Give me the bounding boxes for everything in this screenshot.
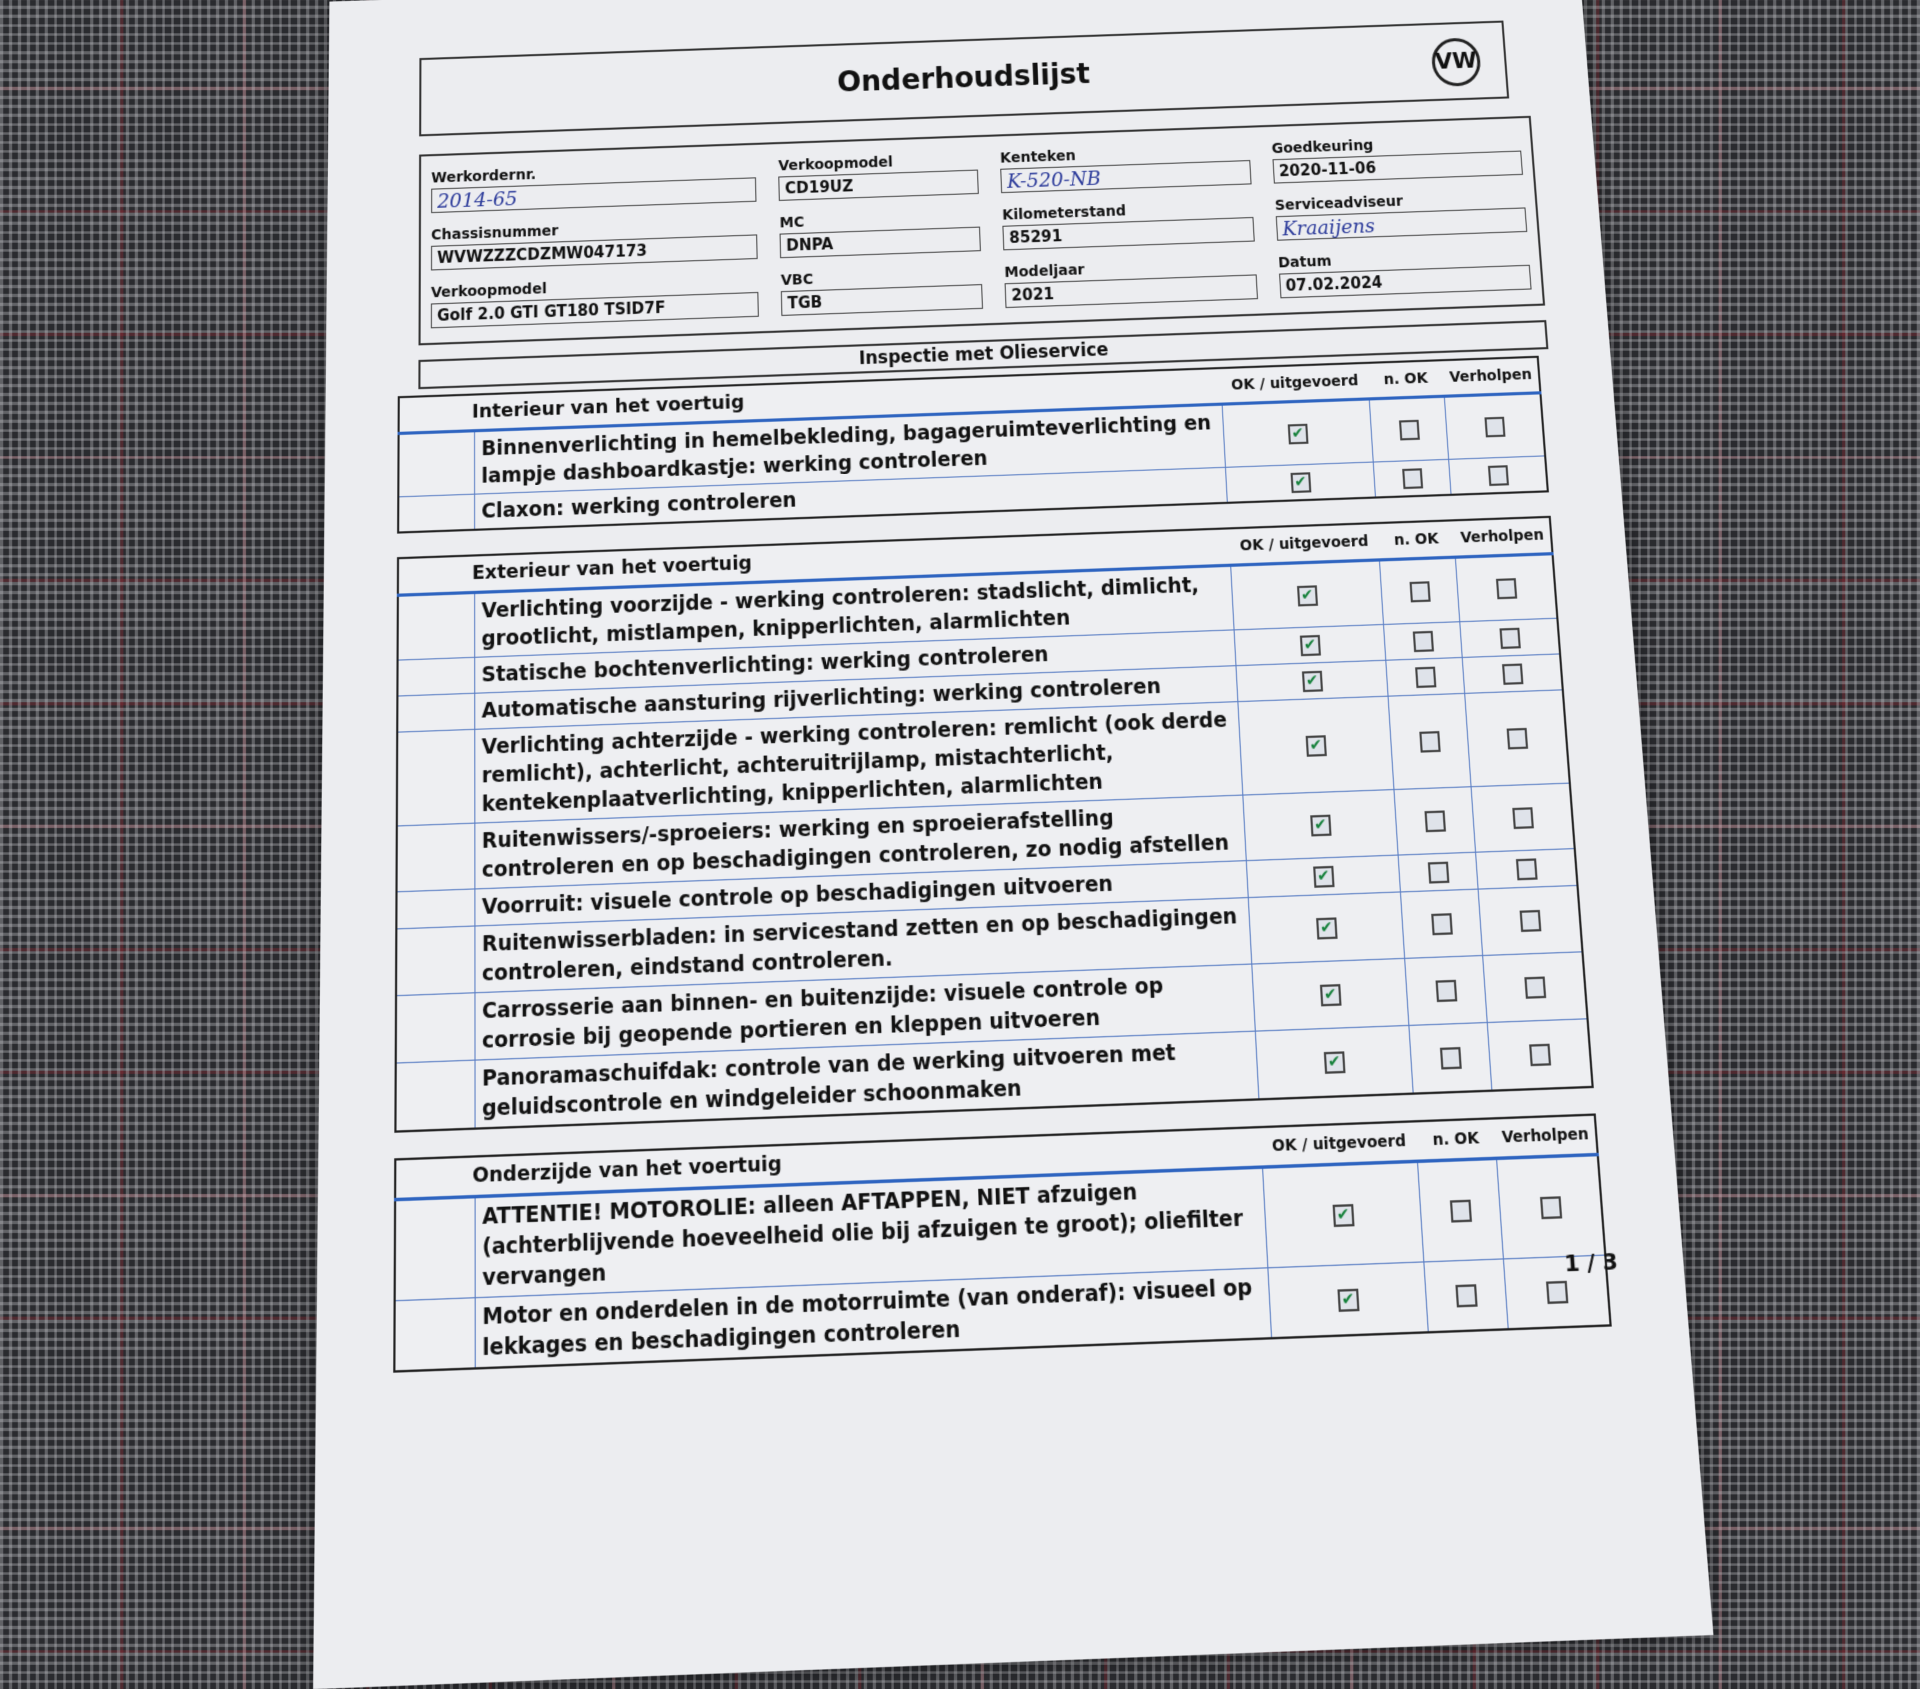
empty-checkbox[interactable] xyxy=(1487,465,1509,487)
document-title: Onderhoudslijst xyxy=(836,56,1091,99)
checklist-groups: Interieur van het voertuig OK / uitgevoer… xyxy=(371,355,1633,1374)
empty-checkbox[interactable] xyxy=(1439,1047,1462,1070)
empty-checkbox[interactable] xyxy=(1523,976,1546,999)
checked-checkbox[interactable]: ✔ xyxy=(1299,634,1321,657)
col-nok: n. OK xyxy=(1415,1118,1497,1162)
maintenance-checklist-paper: Onderhoudslijst VW Werkordernr. 2014-65 Ve… xyxy=(313,0,1714,1689)
empty-checkbox[interactable] xyxy=(1424,810,1446,833)
empty-checkbox[interactable] xyxy=(1427,861,1450,884)
empty-checkbox[interactable] xyxy=(1511,807,1534,830)
empty-checkbox[interactable] xyxy=(1528,1043,1551,1067)
empty-checkbox[interactable] xyxy=(1501,663,1523,685)
empty-checkbox[interactable] xyxy=(1455,1284,1478,1308)
field-verkoopmodel: Verkoopmodel CD19UZ xyxy=(778,151,980,201)
checked-checkbox[interactable]: ✔ xyxy=(1315,917,1338,940)
col-nok: n. OK xyxy=(1367,360,1445,399)
empty-checkbox[interactable] xyxy=(1519,909,1541,933)
empty-checkbox[interactable] xyxy=(1435,979,1457,1003)
field-verkoopmodel: Verkoopmodel Golf 2.0 GTI GT180 TSID7F xyxy=(430,273,760,329)
field-modeljaar: Modeljaar 2021 xyxy=(1004,256,1258,309)
checked-checkbox[interactable]: ✔ xyxy=(1312,865,1335,888)
empty-checkbox[interactable] xyxy=(1414,666,1437,689)
checked-checkbox[interactable]: ✔ xyxy=(1323,1051,1346,1074)
checked-checkbox[interactable]: ✔ xyxy=(1309,814,1332,837)
empty-checkbox[interactable] xyxy=(1430,913,1453,936)
field-werkordernr: Werkordernr. 2014-65 xyxy=(431,159,757,214)
title-box: Onderhoudslijst VW xyxy=(419,20,1510,137)
col-fixed: Verholpen xyxy=(1452,516,1553,558)
empty-checkbox[interactable] xyxy=(1495,578,1517,600)
field-datum: Datum 07.02.2024 xyxy=(1278,246,1532,299)
checked-checkbox[interactable]: ✔ xyxy=(1319,984,1342,1007)
checked-checkbox[interactable]: ✔ xyxy=(1305,735,1327,757)
empty-checkbox[interactable] xyxy=(1545,1280,1568,1305)
checked-checkbox[interactable]: ✔ xyxy=(1301,670,1323,693)
field-mc: MC DNPA xyxy=(779,208,982,259)
checked-checkbox[interactable]: ✔ xyxy=(1290,472,1311,494)
empty-checkbox[interactable] xyxy=(1539,1196,1562,1220)
field-kenteken: Kenteken K-520-NB xyxy=(1000,142,1252,194)
empty-checkbox[interactable] xyxy=(1515,858,1538,881)
col-ok: OK / uitgevoerd xyxy=(1220,362,1370,405)
empty-checkbox[interactable] xyxy=(1401,468,1423,490)
empty-checkbox[interactable] xyxy=(1398,419,1420,441)
checked-checkbox[interactable]: ✔ xyxy=(1337,1288,1360,1312)
col-ok: OK / uitgevoerd xyxy=(1228,523,1380,566)
checklist-group: Onderzijde van het voertuig OK / uitgevoe… xyxy=(393,1113,1612,1373)
empty-checkbox[interactable] xyxy=(1449,1199,1472,1223)
vehicle-fields: Werkordernr. 2014-65 Verkoopmodel CD19UZ Ken… xyxy=(418,115,1546,346)
checked-checkbox[interactable]: ✔ xyxy=(1296,585,1318,607)
empty-checkbox[interactable] xyxy=(1409,581,1431,603)
field-value: CD19UZ xyxy=(778,169,980,201)
empty-checkbox[interactable] xyxy=(1412,630,1434,653)
field-value: TGB xyxy=(781,284,984,316)
field-kilometerstand: Kilometerstand 85291 xyxy=(1002,199,1255,251)
col-ok: OK / uitgevoerd xyxy=(1260,1121,1418,1168)
empty-checkbox[interactable] xyxy=(1499,627,1521,650)
empty-checkbox[interactable] xyxy=(1484,416,1506,438)
checklist-group: Exterieur van het voertuig OK / uitgevoer… xyxy=(394,515,1594,1133)
col-fixed: Verholpen xyxy=(1441,356,1541,397)
field-chassisnummer: Chassisnummer WVWZZZCDZMW047173 xyxy=(431,216,758,271)
field-vbc: VBC TGB xyxy=(781,266,984,316)
checked-checkbox[interactable]: ✔ xyxy=(1332,1204,1355,1228)
field-goedkeuring: Goedkeuring 2020-11-06 xyxy=(1271,132,1523,184)
field-value: DNPA xyxy=(779,226,982,259)
col-nok: n. OK xyxy=(1377,520,1456,560)
empty-checkbox[interactable] xyxy=(1418,731,1441,753)
field-serviceadviseur: Serviceadviseur Kraaijens xyxy=(1274,189,1528,241)
empty-checkbox[interactable] xyxy=(1506,727,1528,750)
col-fixed: Verholpen xyxy=(1493,1114,1598,1159)
checked-checkbox[interactable]: ✔ xyxy=(1287,423,1309,445)
page-number: 1 / 3 xyxy=(1563,1246,1619,1278)
